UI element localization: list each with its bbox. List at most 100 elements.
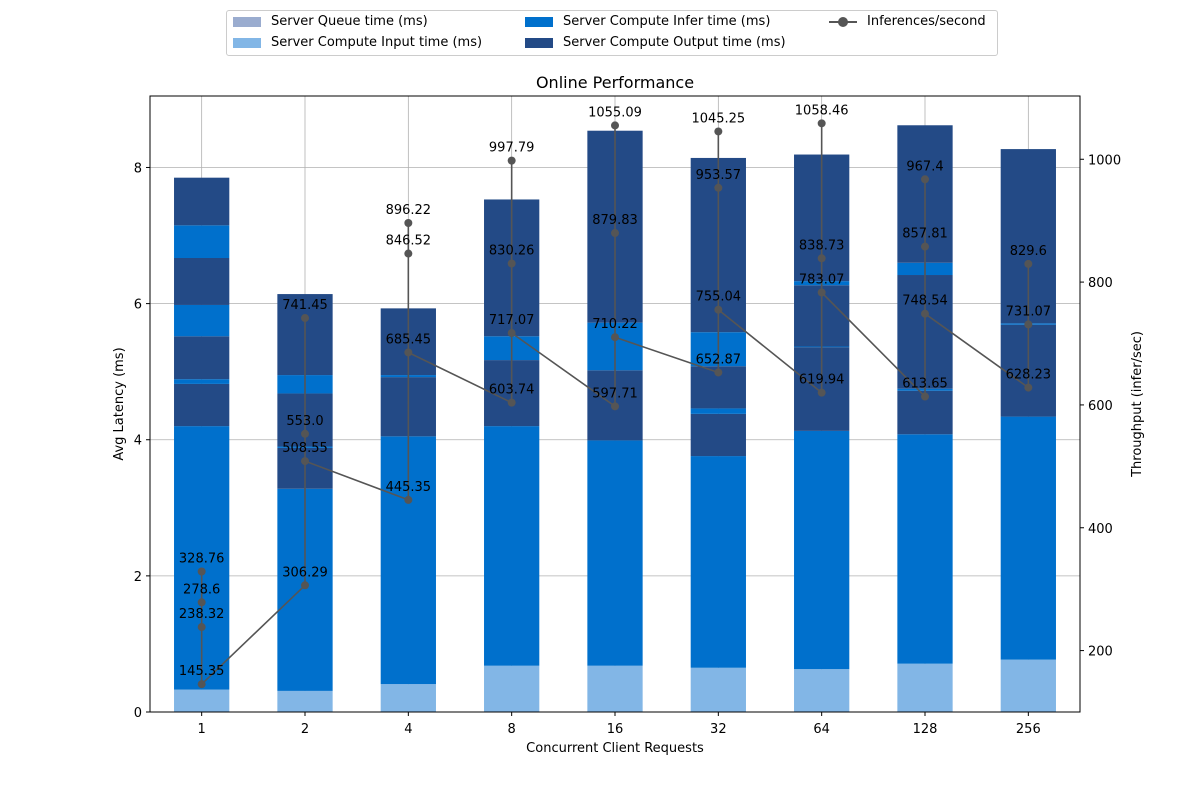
x-tick-label: 32 (710, 722, 727, 737)
bar-segment (174, 257, 230, 305)
y-axis-left: 0 2 4 6 8 (134, 161, 150, 721)
throughput-point (301, 457, 309, 466)
chart-title: Online Performance (536, 73, 694, 92)
throughput-point (404, 495, 413, 504)
y2-tick-label: 400 (1088, 522, 1113, 537)
throughput-value-label: 953.57 (696, 168, 742, 183)
legend-label-input: Server Compute Input time (ms) (271, 35, 483, 50)
throughput-point (1024, 320, 1033, 329)
bar-segment (897, 434, 953, 664)
x-tick-label: 8 (508, 722, 516, 737)
throughput-value-label: 857.81 (902, 227, 948, 242)
legend-item-queue: Server Queue time (ms) (233, 14, 428, 29)
throughput-value-label: 1045.25 (691, 111, 745, 126)
bar-segment (794, 669, 850, 712)
bar-segment (484, 665, 540, 712)
bar-segment (277, 690, 333, 712)
throughput-value-label: 597.71 (592, 386, 638, 401)
x-tick-label: 4 (404, 722, 412, 737)
throughput-value-label: 278.6 (183, 582, 220, 597)
throughput-value-label: 306.29 (282, 565, 328, 580)
bar-segment (174, 689, 230, 712)
throughput-value-label: 997.79 (489, 141, 535, 156)
throughput-value-label: 328.76 (179, 552, 225, 567)
throughput-point (197, 567, 206, 576)
bar-segment (484, 426, 540, 666)
bar-segment (587, 665, 643, 712)
bar-segment (794, 430, 850, 670)
y2-tick-label: 1000 (1088, 153, 1121, 168)
throughput-value-label: 710.22 (592, 317, 638, 332)
throughput-point (301, 581, 309, 590)
throughput-value-label: 755.04 (696, 290, 742, 305)
x-tick-label: 128 (913, 722, 938, 737)
throughput-value-label: 748.54 (902, 294, 948, 309)
bar-segment (690, 456, 746, 668)
throughput-point (197, 680, 206, 689)
throughput-point (301, 429, 309, 438)
bar-segment (1000, 659, 1056, 712)
throughput-point (507, 398, 516, 407)
bar-segment (174, 379, 230, 384)
throughput-value-label: 619.94 (799, 373, 845, 388)
throughput-point (197, 623, 206, 632)
throughput-point (1024, 383, 1033, 392)
x-tick-label: 2 (301, 722, 309, 737)
legend-swatch-output (525, 37, 553, 48)
y2-tick-label: 800 (1088, 276, 1113, 291)
throughput-point (507, 329, 516, 338)
throughput-value-label: 830.26 (489, 244, 535, 259)
throughput-point (921, 175, 929, 184)
throughput-point (611, 402, 619, 411)
legend-label-queue: Server Queue time (ms) (271, 14, 428, 29)
throughput-value-label: 838.73 (799, 238, 845, 253)
throughput-point (611, 333, 619, 342)
bar-segment (174, 383, 230, 427)
throughput-line (197, 119, 1033, 689)
throughput-value-label: 603.74 (489, 383, 535, 398)
legend-swatch-infer (525, 16, 553, 27)
throughput-value-label: 741.45 (282, 298, 328, 313)
legend-label-output: Server Compute Output time (ms) (563, 35, 786, 50)
throughput-value-label: 652.87 (696, 352, 742, 367)
throughput-point (301, 314, 309, 323)
legend-label-throughput: Inferences/second (867, 14, 986, 29)
y-axis-label: Avg Latency (ms) (112, 347, 127, 460)
x-tick-label: 256 (1016, 722, 1041, 737)
throughput-value-label: 613.65 (902, 377, 948, 392)
throughput-point (611, 229, 619, 238)
throughput-value-label: 967.4 (906, 159, 943, 174)
throughput-point (921, 309, 929, 318)
throughput-point (714, 305, 723, 314)
legend-swatch-throughput (829, 16, 857, 27)
throughput-value-label: 1055.09 (588, 105, 642, 120)
throughput-value-label: 685.45 (386, 332, 432, 347)
throughput-value-label: 731.07 (1006, 304, 1052, 319)
bar-segment (587, 440, 643, 666)
throughput-point (611, 121, 619, 130)
legend-swatch-queue (233, 16, 261, 27)
x-axis-label: Concurrent Client Requests (526, 741, 704, 756)
bar-segment (1000, 416, 1056, 660)
legend-label-infer: Server Compute Infer time (ms) (563, 14, 771, 29)
throughput-point (921, 392, 929, 401)
bar-segment (174, 225, 230, 258)
throughput-point (507, 259, 516, 268)
throughput-point (817, 254, 826, 263)
throughput-value-label: 879.83 (592, 213, 638, 228)
throughput-value-label: 1058.46 (795, 103, 849, 118)
x-tick-label: 1 (198, 722, 206, 737)
bar-segment (380, 684, 436, 712)
throughput-point (817, 288, 826, 297)
throughput-value-label: 783.07 (799, 272, 845, 287)
y-tick-label: 4 (134, 434, 142, 449)
y2-tick-label: 200 (1088, 645, 1113, 660)
throughput-value-label: 445.35 (386, 480, 432, 495)
throughput-point (921, 242, 929, 251)
legend-item-throughput: Inferences/second (829, 14, 986, 29)
bar-segment (897, 663, 953, 712)
y2-axis-label: Throughput (infer/sec) (1130, 331, 1145, 478)
bar-segment (690, 413, 746, 457)
throughput-point (714, 183, 723, 192)
